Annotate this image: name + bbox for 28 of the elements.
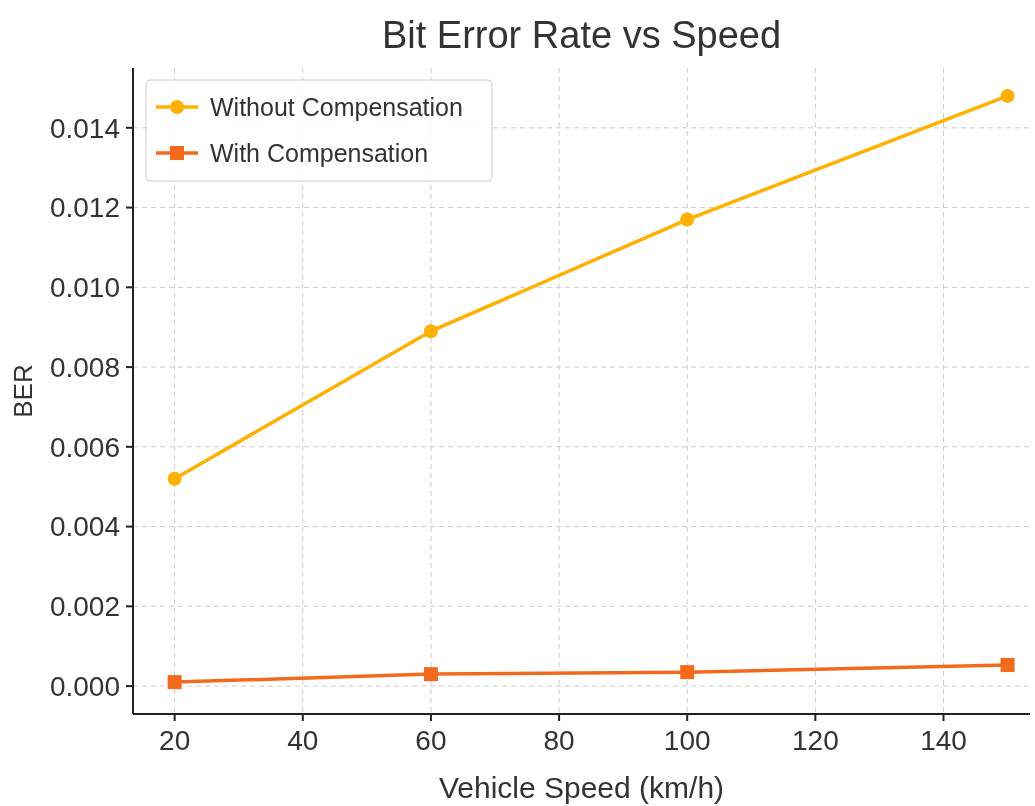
x-tick-label: 20 (159, 725, 191, 756)
x-tick-label: 100 (663, 725, 711, 756)
point (1000, 657, 1015, 672)
x-tick-label: 40 (287, 725, 319, 756)
y-tick-label: 0.014 (49, 112, 120, 144)
point (167, 471, 182, 486)
point (680, 665, 695, 680)
x-tick-label: 60 (415, 725, 447, 756)
y-tick-label: 0.008 (49, 351, 120, 383)
y-tick-label: 0.012 (49, 192, 120, 224)
point (680, 212, 695, 227)
chart-title: Bit Error Rate vs Speed (381, 14, 782, 56)
y-tick-label: 0.010 (49, 272, 120, 304)
point (423, 324, 438, 339)
y-tick-label: 0.006 (49, 431, 120, 463)
x-tick-label: 140 (920, 725, 967, 756)
y-tick-label: 0.004 (49, 511, 120, 543)
point (1000, 88, 1015, 103)
point (167, 675, 182, 690)
legend-label: With Compensation (210, 138, 429, 167)
y-axis-title: BER (8, 364, 38, 418)
point (423, 667, 438, 682)
y-tick-label: 0.000 (49, 670, 120, 702)
y-tick-label: 0.002 (49, 591, 120, 623)
legend-label: Without Compensation (210, 92, 463, 121)
x-tick-label: 80 (543, 725, 575, 756)
x-axis-title: Vehicle Speed (km/h) (438, 771, 725, 804)
x-tick-label: 120 (792, 725, 839, 756)
